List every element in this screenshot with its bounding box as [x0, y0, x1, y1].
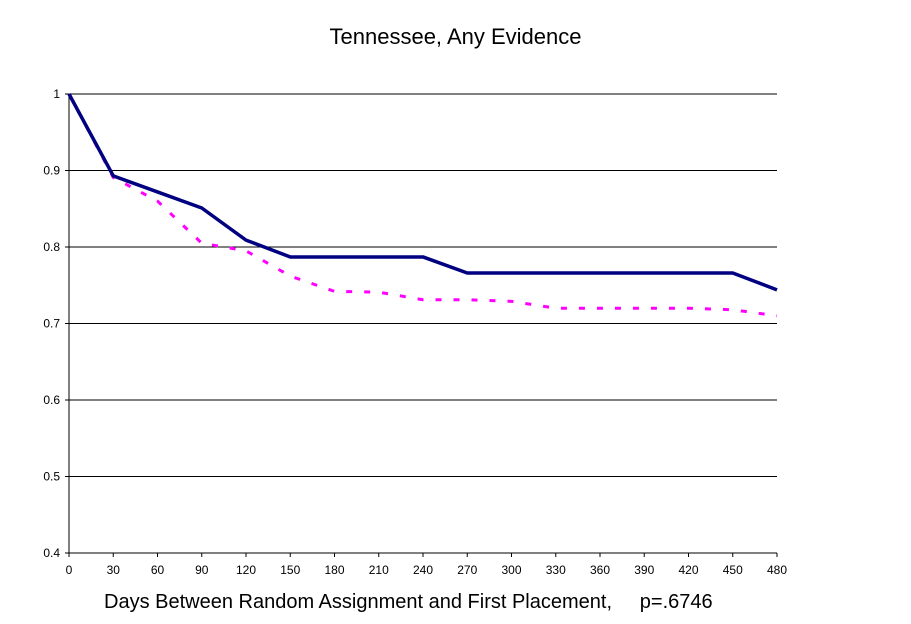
y-tick-label: 1 — [53, 87, 60, 101]
y-tick-label: 0.9 — [43, 164, 60, 178]
series-solid-navy — [67, 93, 778, 292]
x-tick-label: 330 — [546, 563, 566, 577]
data-series — [67, 93, 778, 318]
tick-labels: 0.4 0.5 0.6 0.7 0.8 0.9 1 0 30 60 90 120 150 180 210 24… — [43, 87, 787, 577]
y-tick-label: 0.6 — [43, 393, 60, 407]
x-tick-label: 420 — [678, 563, 698, 577]
x-tick-label: 120 — [236, 563, 256, 577]
y-tick-label: 0.5 — [43, 470, 60, 484]
series-dashed-magenta — [67, 93, 778, 318]
x-tick-label: 210 — [369, 563, 389, 577]
x-tick-label: 180 — [324, 563, 344, 577]
x-tick-label: 0 — [66, 563, 73, 577]
x-tick-label: 300 — [501, 563, 521, 577]
x-tick-label: 450 — [723, 563, 743, 577]
x-tick-label: 30 — [107, 563, 121, 577]
x-tick-label: 90 — [195, 563, 209, 577]
y-tick-label: 0.7 — [43, 317, 60, 331]
x-tick-label: 390 — [634, 563, 654, 577]
y-tick-label: 0.8 — [43, 240, 60, 254]
x-tick-label: 360 — [590, 563, 610, 577]
gridlines — [69, 93, 777, 477]
x-tick-label: 480 — [767, 563, 787, 577]
x-tick-label: 270 — [457, 563, 477, 577]
x-tick-label: 240 — [413, 563, 433, 577]
axes — [65, 93, 778, 557]
x-tick-label: 60 — [151, 563, 165, 577]
y-tick-label: 0.4 — [43, 546, 60, 560]
chart-title: Tennessee, Any Evidence — [329, 24, 582, 49]
x-tick-label: 150 — [280, 563, 300, 577]
x-axis-label: Days Between Random Assignment and First… — [104, 591, 713, 613]
